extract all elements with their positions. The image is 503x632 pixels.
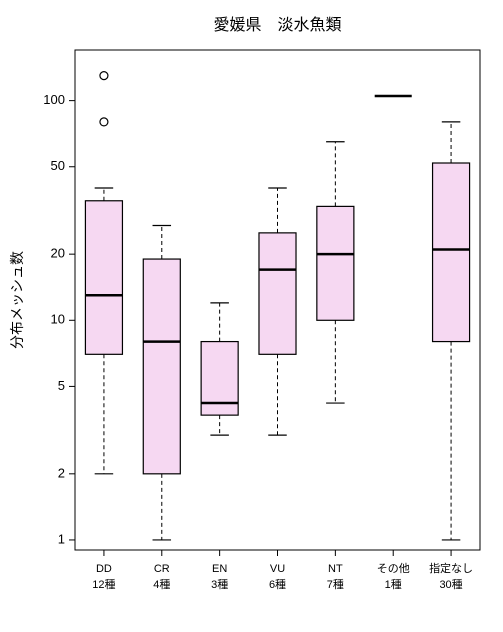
chart-svg: 1 2 5 10 20 50 100 愛媛県 淡水魚類分布メッシュ数 DD 12種 CR 4種 EN 3種… (0, 0, 503, 632)
y-tick-label: 2 (58, 465, 65, 480)
x-tick-label-top: 指定なし (429, 561, 473, 575)
chart-title: 愛媛県 淡水魚類 (213, 16, 341, 34)
x-tick-label-bottom: 1種 (385, 577, 402, 591)
boxplot-chart: 1 2 5 10 20 50 100 愛媛県 淡水魚類分布メッシュ数 DD 12種 CR 4種 EN 3種… (0, 0, 503, 632)
x-tick-label-top: CR (154, 563, 170, 575)
x-tick-label-bottom: 30種 (439, 577, 462, 591)
x-tick-label-top: その他 (377, 562, 410, 575)
x-tick-label-top: NT (328, 563, 343, 575)
y-tick-label: 1 (58, 531, 65, 546)
x-tick-label-top: VU (270, 563, 285, 575)
x-tick-label-top: EN (212, 563, 227, 575)
x-tick-label-bottom: 4種 (153, 577, 170, 591)
y-tick-label: 50 (51, 158, 65, 173)
x-tick-label-bottom: 3種 (211, 577, 228, 591)
y-tick-label: 5 (58, 378, 65, 393)
y-tick-label: 20 (51, 246, 65, 261)
y-tick-label: 100 (43, 92, 65, 107)
x-tick-label-bottom: 12種 (92, 577, 115, 591)
x-tick-label-bottom: 6種 (269, 577, 286, 591)
x-tick-label-bottom: 7種 (327, 577, 344, 591)
y-tick-label: 10 (51, 312, 65, 327)
y-axis-label: 分布メッシュ数 (9, 251, 25, 349)
x-tick-label-top: DD (96, 563, 112, 575)
